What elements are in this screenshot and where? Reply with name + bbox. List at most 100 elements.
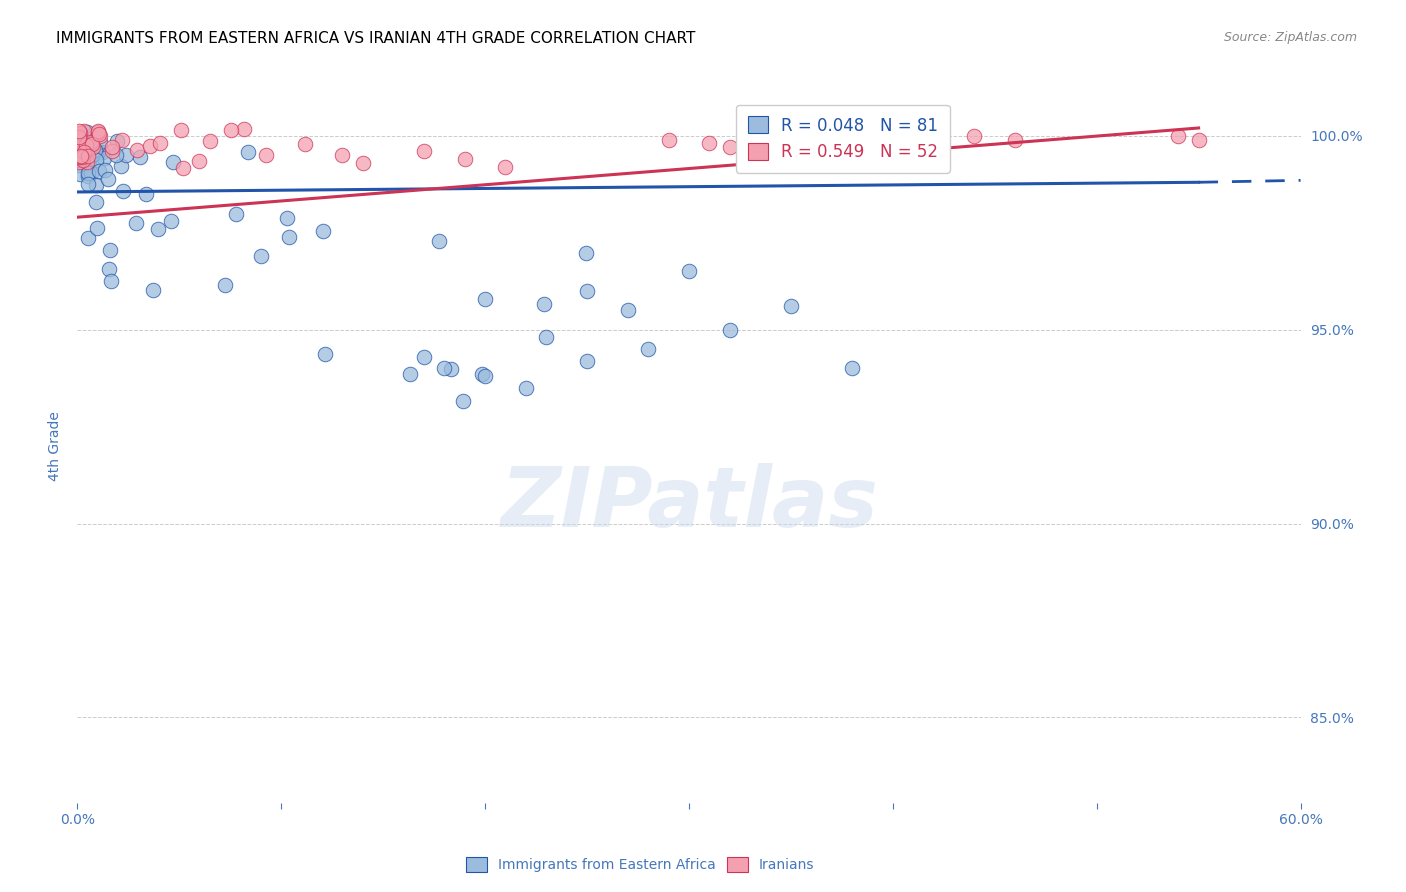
Point: [1188, 133, 1211, 147]
Point: [67, 141, 90, 155]
Point: [169, 123, 191, 137]
Point: [72, 146, 94, 161]
Point: [495, 160, 517, 174]
Point: [162, 154, 184, 169]
Point: [637, 342, 659, 356]
Point: [76, 177, 98, 191]
Point: [101, 144, 124, 158]
Point: [453, 393, 475, 408]
Point: [89, 135, 111, 149]
Point: [69, 168, 91, 182]
Point: [97, 171, 120, 186]
Point: [311, 224, 333, 238]
Point: [70, 138, 93, 153]
Point: [249, 248, 271, 262]
Point: [440, 362, 463, 376]
Point: [173, 161, 195, 175]
Point: [80, 135, 103, 149]
Point: [187, 154, 209, 169]
Point: [718, 323, 741, 337]
Point: [399, 368, 422, 382]
Point: [67, 150, 90, 164]
Point: [73, 145, 96, 159]
Point: [576, 284, 599, 298]
Point: [70, 152, 93, 166]
Text: Source: ZipAtlas.com: Source: ZipAtlas.com: [1223, 31, 1357, 45]
Point: [91, 145, 114, 159]
Point: [77, 154, 100, 169]
Point: [86, 220, 108, 235]
Point: [128, 151, 150, 165]
Point: [276, 211, 298, 226]
Point: [79, 163, 101, 178]
Point: [67, 133, 90, 147]
Point: [294, 136, 316, 151]
Point: [142, 283, 165, 297]
Point: [1167, 128, 1189, 143]
Point: [76, 155, 98, 169]
Point: [69, 149, 91, 163]
Point: [76, 125, 98, 139]
Point: [214, 277, 236, 292]
Point: [780, 299, 803, 313]
Point: [100, 140, 122, 154]
Point: [70, 148, 93, 162]
Point: [135, 186, 157, 201]
Point: [67, 154, 90, 169]
Point: [433, 361, 456, 376]
Text: IMMIGRANTS FROM EASTERN AFRICA VS IRANIAN 4TH GRADE CORRELATION CHART: IMMIGRANTS FROM EASTERN AFRICA VS IRANIA…: [56, 31, 696, 46]
Point: [332, 148, 354, 162]
Point: [67, 153, 90, 167]
Point: [127, 143, 149, 157]
Point: [413, 145, 436, 159]
Point: [515, 381, 537, 395]
Point: [1004, 133, 1026, 147]
Point: [79, 143, 101, 157]
Point: [576, 353, 599, 368]
Point: [69, 146, 91, 161]
Point: [75, 137, 97, 152]
Point: [221, 123, 243, 137]
Point: [87, 164, 110, 178]
Point: [148, 222, 170, 236]
Point: [314, 347, 336, 361]
Point: [105, 148, 128, 162]
Point: [82, 148, 104, 162]
Point: [115, 147, 138, 161]
Point: [86, 125, 108, 139]
Point: [67, 150, 90, 164]
Point: [678, 264, 700, 278]
Point: [125, 216, 148, 230]
Point: [474, 292, 496, 306]
Point: [80, 166, 103, 180]
Point: [72, 141, 94, 155]
Point: [87, 145, 110, 160]
Point: [93, 151, 115, 165]
Point: [87, 127, 110, 141]
Point: [93, 162, 115, 177]
Point: [112, 185, 135, 199]
Point: [67, 146, 90, 161]
Legend: Immigrants from Eastern Africa, Iranians: Immigrants from Eastern Africa, Iranians: [460, 852, 820, 878]
Point: [200, 135, 222, 149]
Point: [254, 147, 277, 161]
Point: [67, 158, 90, 172]
Point: [76, 166, 98, 180]
Point: [111, 133, 134, 147]
Point: [73, 123, 96, 137]
Point: [427, 234, 450, 248]
Y-axis label: 4th Grade: 4th Grade: [48, 411, 62, 481]
Point: [963, 128, 986, 143]
Point: [100, 274, 122, 288]
Point: [75, 136, 97, 151]
Point: [79, 128, 101, 143]
Text: ZIPatlas: ZIPatlas: [501, 463, 877, 543]
Point: [98, 262, 121, 277]
Point: [80, 137, 103, 152]
Point: [699, 136, 721, 151]
Point: [536, 330, 558, 344]
Point: [86, 124, 108, 138]
Point: [84, 143, 107, 157]
Point: [67, 132, 90, 146]
Point: [471, 368, 494, 382]
